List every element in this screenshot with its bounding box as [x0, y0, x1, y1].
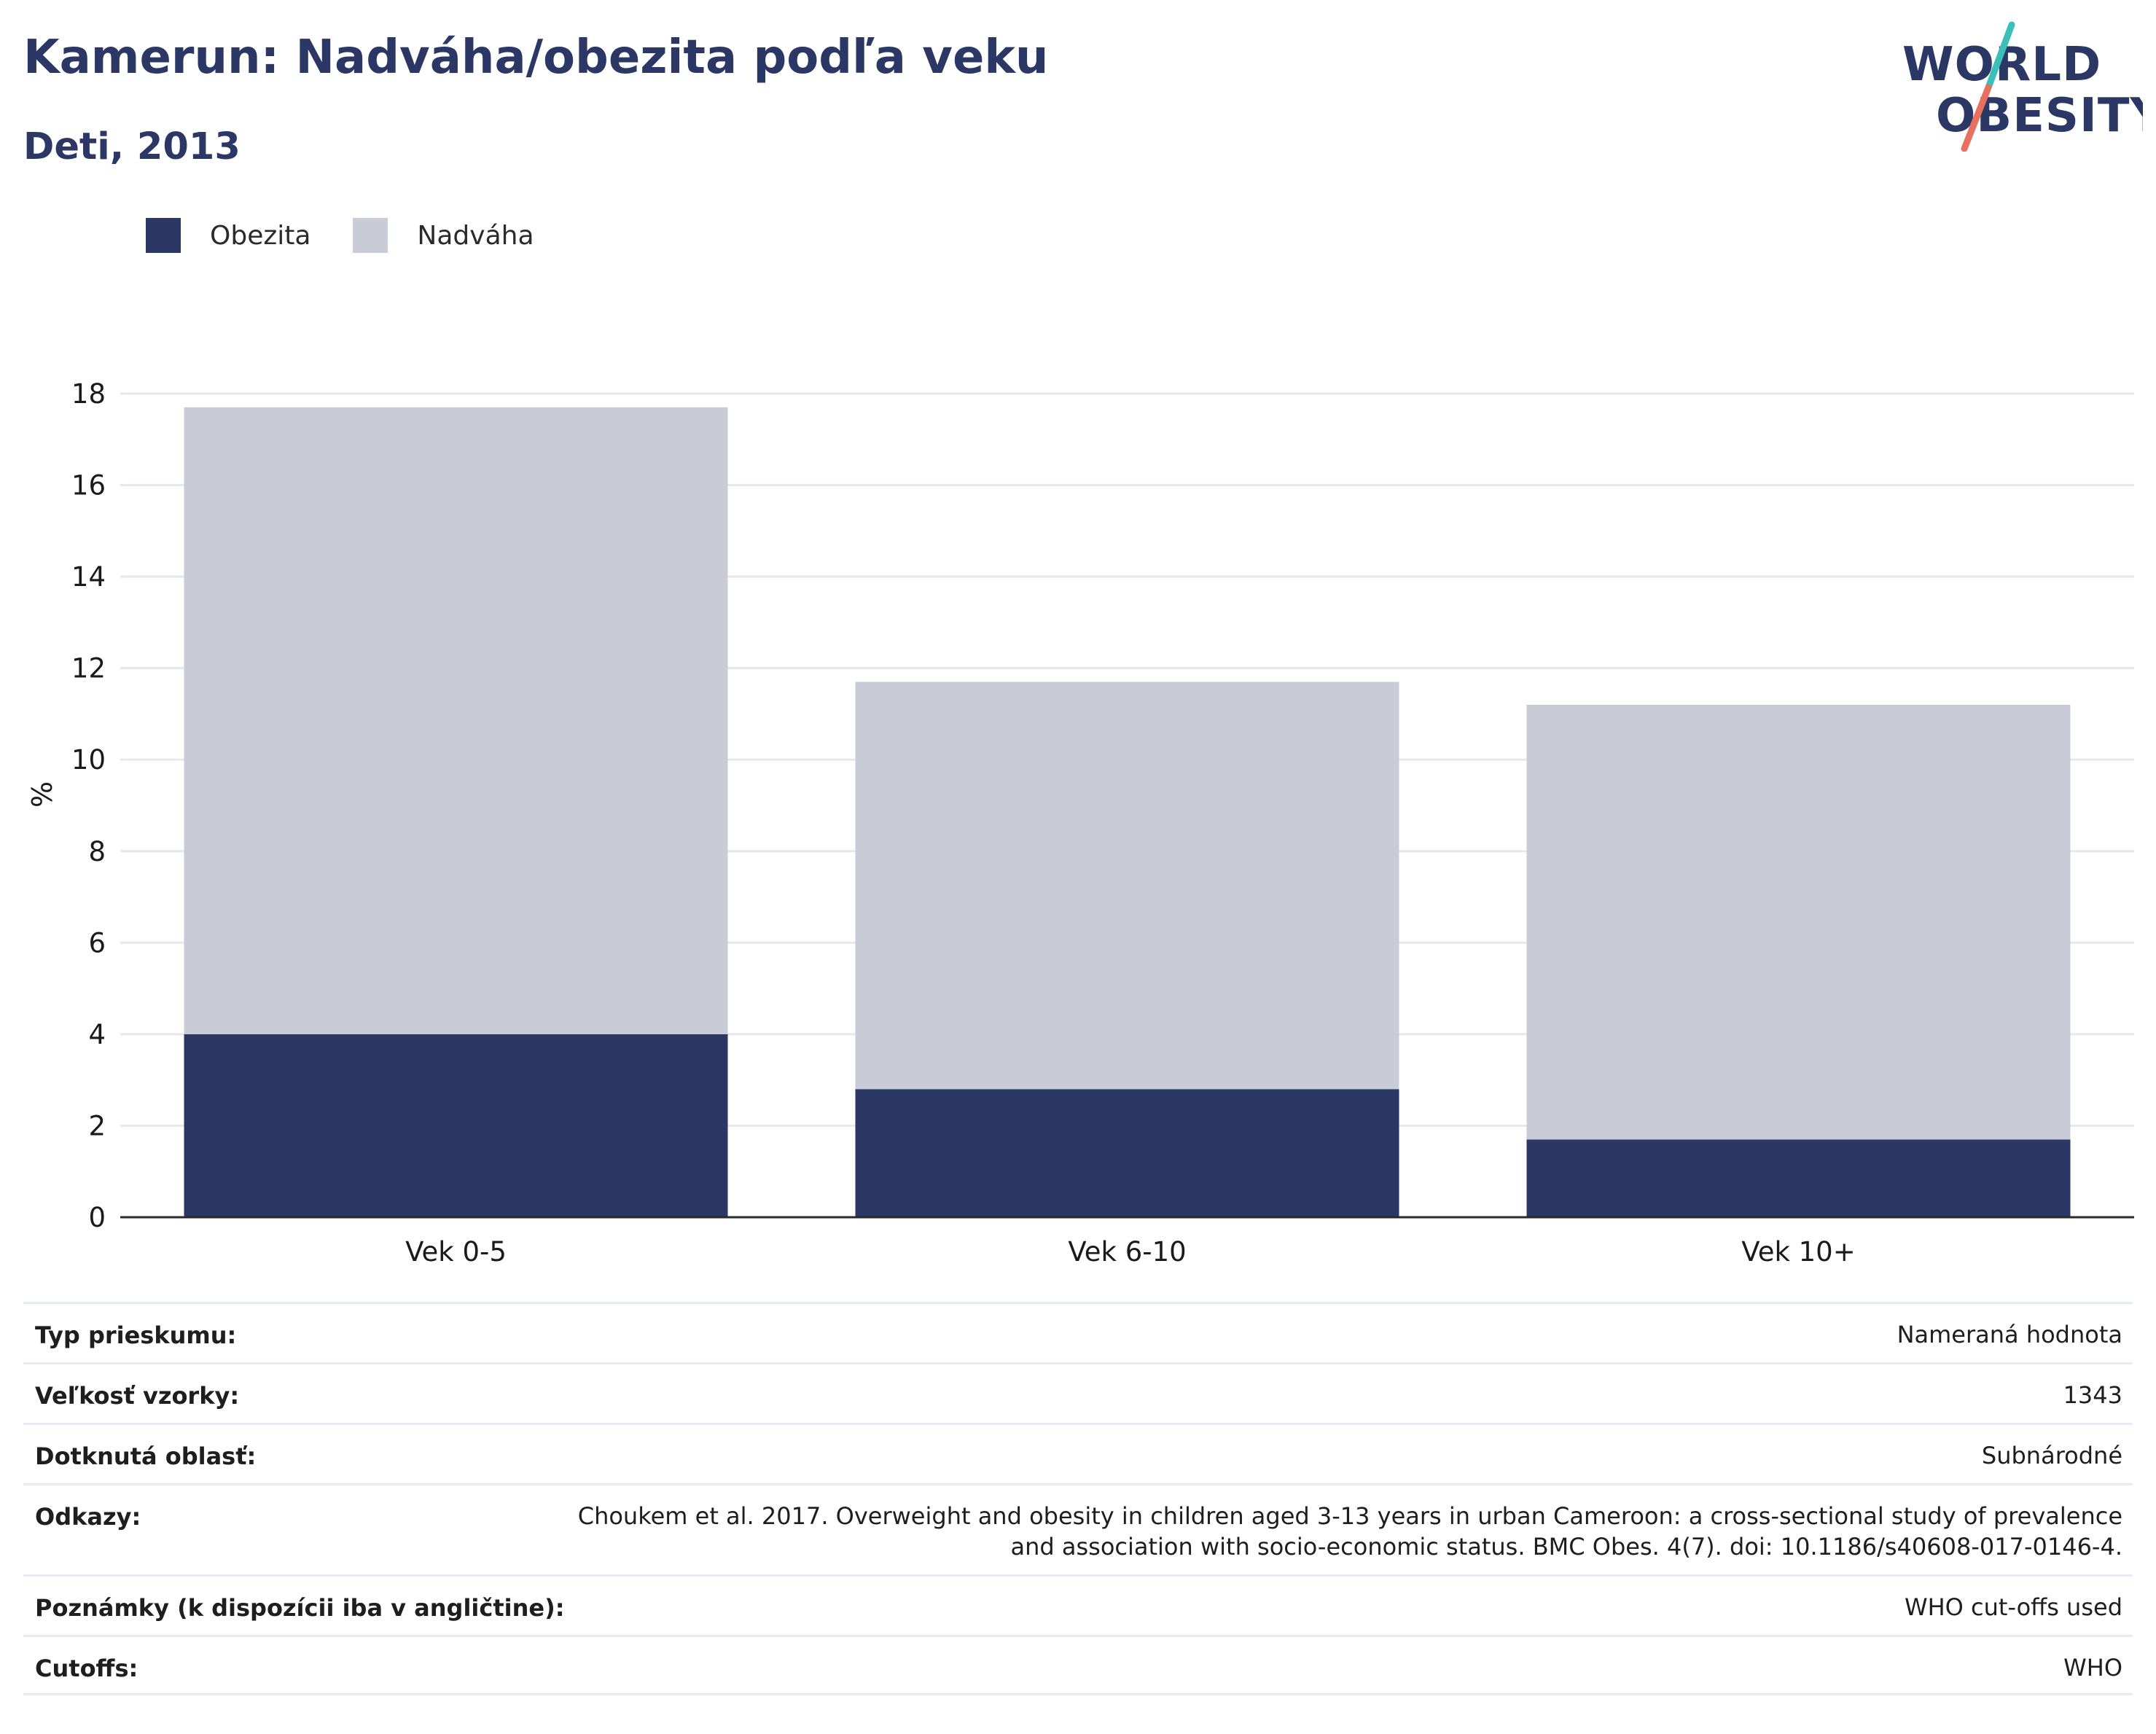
chart-legend: Obezita Nadváha: [146, 217, 577, 254]
info-value: 1343: [2063, 1381, 2122, 1409]
y-tick-label: 18: [71, 378, 106, 410]
x-tick-label: Vek 0-5: [405, 1236, 507, 1268]
y-tick-label: 14: [71, 561, 106, 593]
info-label: Dotknutá oblasť:: [35, 1442, 257, 1470]
y-tick-label: 2: [88, 1110, 106, 1141]
y-tick-label: 12: [71, 653, 106, 684]
bar-nadvaha-3: [1526, 704, 2071, 1140]
legend-label-obezita: Obezita: [210, 220, 311, 251]
info-row-notes: Poznámky (k dispozícii iba v angličtine)…: [23, 1574, 2133, 1635]
logo-coral-slash: [1961, 84, 1992, 152]
world-obesity-logo: WORLD OBESITY: [1902, 21, 2143, 152]
y-tick-label: 6: [88, 927, 106, 958]
survey-info-table: Typ prieskumu: Nameraná hodnota Veľkosť …: [23, 1302, 2133, 1695]
info-label: Odkazy:: [35, 1503, 141, 1531]
legend-label-nadvaha: Nadváha: [417, 220, 534, 251]
bar-obezita-1: [184, 1034, 728, 1217]
y-tick-label: 8: [88, 836, 106, 867]
bar-obezita-3: [1526, 1139, 2071, 1217]
y-axis-label: %: [26, 781, 58, 808]
info-value: Subnárodné: [1981, 1442, 2122, 1469]
info-value: WHO: [2063, 1654, 2122, 1682]
info-label: Veľkosť vzorky:: [35, 1382, 240, 1410]
stacked-bar-chart: 0 2 4 6 8 10 12 14 16 18 Vek 0-5 Vek 6-10 Vek 10+: [71, 378, 2134, 1268]
info-row-sample-size: Veľkosť vzorky: 1343: [23, 1362, 2133, 1423]
info-row-area: Dotknutá oblasť: Subnárodné: [23, 1423, 2133, 1483]
info-value: WHO cut-offs used: [1904, 1593, 2122, 1621]
x-tick-label: Vek 6-10: [1068, 1236, 1186, 1268]
info-value: Nameraná hodnota: [1897, 1321, 2122, 1348]
logo-teal-slash: [1985, 21, 2015, 91]
chart-title: Kamerun: Nadváha/obezita podľa veku: [23, 31, 1049, 85]
info-label: Typ prieskumu:: [35, 1321, 237, 1349]
legend-swatch-nadvaha: [353, 218, 388, 253]
legend-item-nadvaha[interactable]: Nadváha: [353, 218, 534, 253]
info-value-reference: Choukem et al. 2017. Overweight and obes…: [577, 1502, 2122, 1561]
y-tick-label: 16: [71, 470, 106, 501]
bar-nadvaha-2: [855, 682, 1399, 1090]
info-row-cutoffs: Cutoffs: WHO: [23, 1635, 2133, 1695]
y-tick-label: 10: [71, 744, 106, 776]
info-label: Poznámky (k dispozícii iba v angličtine)…: [35, 1594, 565, 1622]
chart-subtitle: Deti, 2013: [23, 125, 241, 168]
info-row-references: Odkazy: Choukem et al. 2017. Overweight …: [23, 1483, 2133, 1574]
y-tick-label: 4: [88, 1019, 106, 1050]
bar-obezita-2: [855, 1089, 1399, 1217]
legend-swatch-obezita: [146, 218, 181, 253]
y-tick-label: 0: [88, 1202, 106, 1233]
x-tick-label: Vek 10+: [1741, 1236, 1855, 1268]
legend-item-obezita[interactable]: Obezita: [146, 218, 310, 253]
info-label: Cutoffs:: [35, 1655, 138, 1682]
info-row-survey-type: Typ prieskumu: Nameraná hodnota: [23, 1302, 2133, 1362]
bar-nadvaha-1: [184, 407, 728, 1034]
